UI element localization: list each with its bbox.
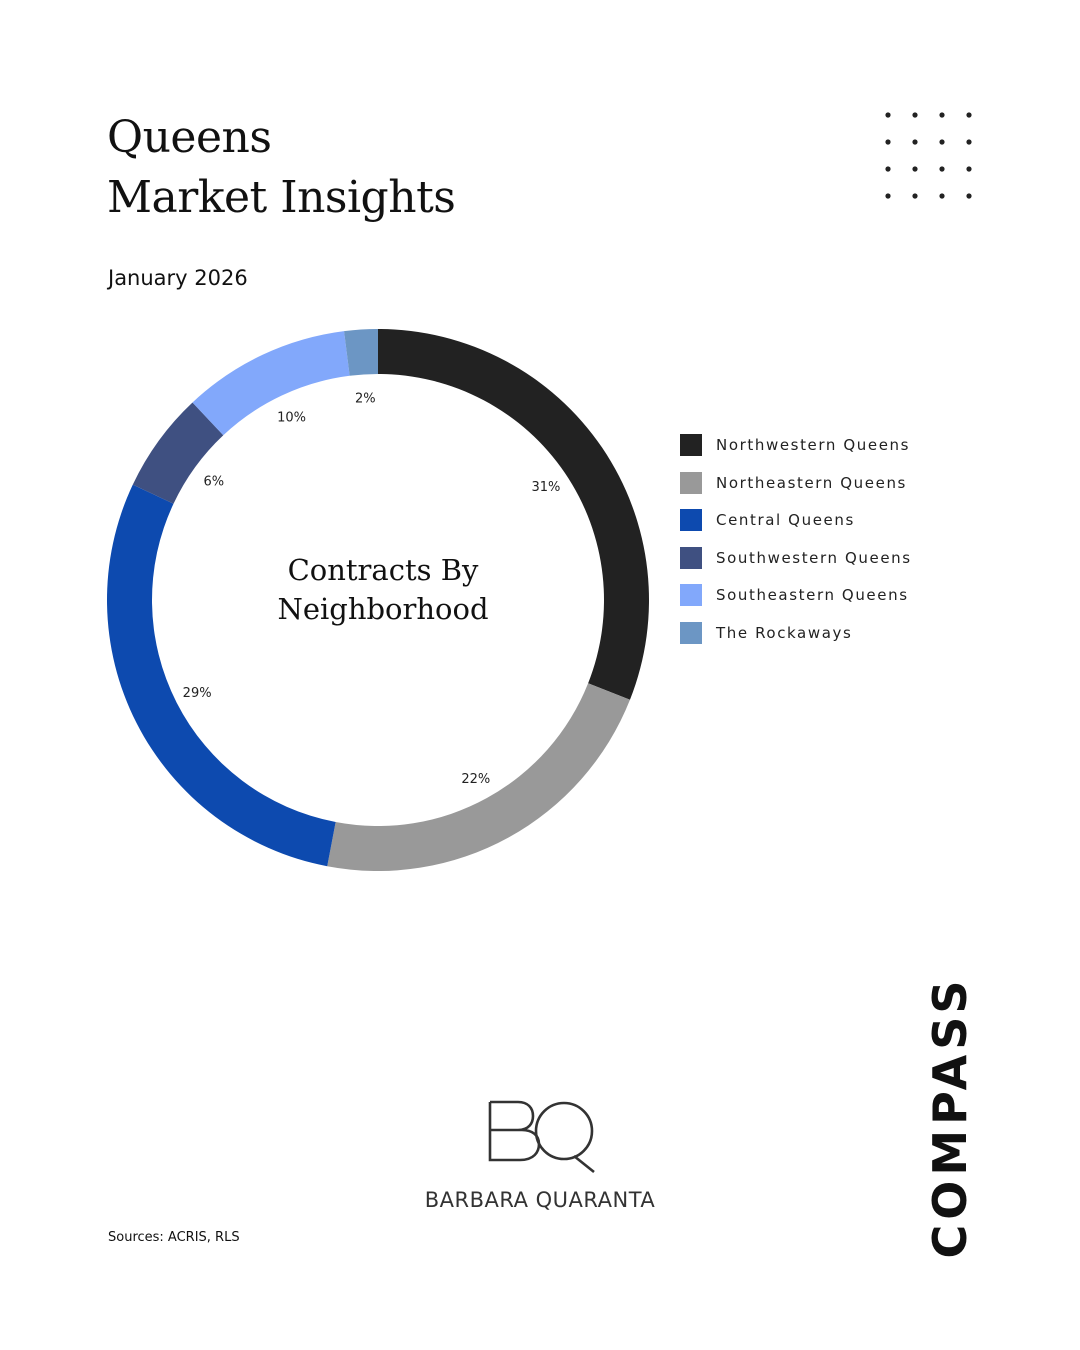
decoration-dot (939, 112, 945, 118)
page-title: Queens Market Insights (107, 108, 456, 228)
legend-item: Northeastern Queens (680, 471, 912, 494)
chart-title-line-1: Contracts By (288, 553, 479, 587)
donut-slice-the-rockaways (344, 329, 378, 376)
legend-swatch (680, 509, 702, 531)
legend-label: Northwestern Queens (716, 436, 911, 454)
bq-monogram-logo (488, 1100, 595, 1174)
compass-wordmark: COMPASS (923, 975, 977, 1259)
legend-label: Central Queens (716, 511, 855, 529)
donut-slice-southwestern-queens (132, 402, 224, 504)
percent-label: 2% (355, 391, 376, 406)
percent-labels: 31% 22% 29% 6% 10% 2% (183, 391, 561, 786)
legend-label: The Rockaways (716, 623, 853, 642)
decoration-dot (939, 193, 945, 199)
dot-grid-decoration (885, 112, 972, 199)
decoration-dot (939, 166, 945, 172)
donut-slice-central-queens (107, 484, 336, 867)
legend-swatch (680, 584, 702, 606)
decoration-dot (885, 193, 891, 199)
legend-item: Central Queens (680, 509, 912, 531)
legend-item: The Rockaways (680, 621, 912, 644)
decoration-dot (939, 139, 945, 145)
decoration-dot (966, 193, 972, 199)
chart-legend: Northwestern Queens Northeastern Queens Ce… (680, 434, 912, 659)
donut-slices (107, 329, 649, 871)
decoration-dot (966, 139, 972, 145)
donut-slice-northwestern-queens (378, 329, 649, 700)
legend-item: Southeastern Queens (680, 584, 912, 606)
percent-label: 29% (183, 686, 212, 701)
legend-item: Southwestern Queens (680, 546, 912, 569)
donut-slice-southeastern-queens (192, 331, 350, 436)
title-line-2: Market Insights (107, 172, 456, 223)
title-line-1: Queens (107, 112, 272, 163)
percent-label: 22% (461, 772, 490, 787)
decoration-dot (966, 166, 972, 172)
legend-label: Southeastern Queens (716, 586, 909, 604)
decoration-dot (885, 112, 891, 118)
donut-slice-northeastern-queens (327, 683, 630, 871)
donut-chart: 31% 22% 29% 6% 10% 2% Contracts By Neighborho… (107, 329, 649, 871)
percent-label: 6% (203, 475, 224, 490)
decoration-dot (912, 139, 918, 145)
percent-label: 31% (531, 480, 560, 495)
legend-swatch (680, 546, 702, 569)
decoration-dot (885, 166, 891, 172)
decoration-dot (912, 193, 918, 199)
legend-swatch (680, 621, 702, 644)
decoration-dot (966, 112, 972, 118)
chart-title-line-2: Neighborhood (277, 592, 488, 626)
sources-note: Sources: ACRIS, RLS (108, 1230, 240, 1245)
bq-wordmark: BARBARA QUARANTA (424, 1188, 656, 1212)
legend-label: Southwestern Queens (716, 548, 912, 567)
legend-swatch (680, 434, 702, 456)
percent-label: 10% (277, 410, 306, 425)
report-date: January 2026 (108, 266, 248, 290)
decoration-dot (885, 139, 891, 145)
legend-swatch (680, 471, 702, 494)
legend-label: Northeastern Queens (716, 473, 907, 492)
decoration-dot (912, 166, 918, 172)
legend-item: Northwestern Queens (680, 434, 912, 456)
decoration-dot (912, 112, 918, 118)
